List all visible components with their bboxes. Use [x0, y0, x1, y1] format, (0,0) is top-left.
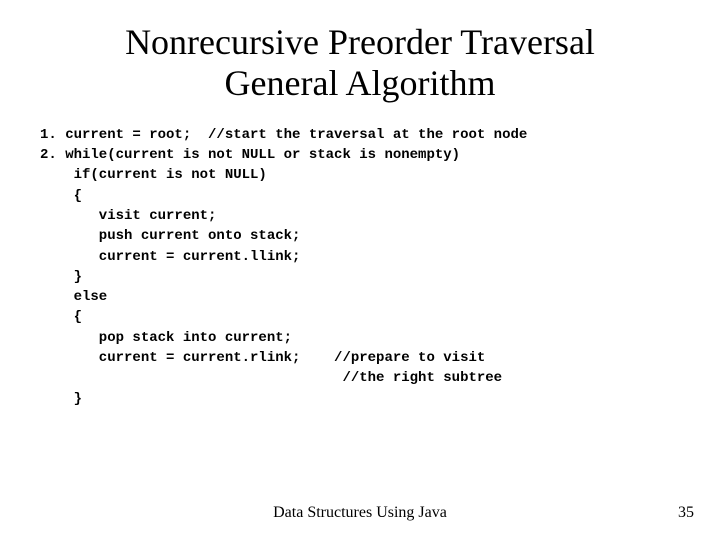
- title-line-2: General Algorithm: [0, 63, 720, 104]
- code-line: pop stack into current;: [40, 330, 292, 346]
- code-line: current = current.rlink; //prepare to vi…: [40, 350, 485, 366]
- code-line: //the right subtree: [40, 370, 502, 386]
- code-line: visit current;: [40, 208, 216, 224]
- algorithm-code: 1. current = root; //start the traversal…: [0, 105, 720, 409]
- footer-center-text: Data Structures Using Java: [0, 504, 720, 522]
- slide-number: 35: [678, 504, 694, 522]
- slide-title: Nonrecursive Preorder Traversal General …: [0, 0, 720, 105]
- code-line: if(current is not NULL): [40, 167, 267, 183]
- slide: Nonrecursive Preorder Traversal General …: [0, 0, 720, 540]
- code-line: push current onto stack;: [40, 228, 300, 244]
- code-line: {: [40, 309, 82, 325]
- code-line: 1. current = root; //start the traversal…: [40, 127, 527, 143]
- code-line: 2. while(current is not NULL or stack is…: [40, 147, 460, 163]
- title-line-1: Nonrecursive Preorder Traversal: [0, 22, 720, 63]
- code-line: {: [40, 188, 82, 204]
- code-line: else: [40, 289, 107, 305]
- code-line: current = current.llink;: [40, 249, 300, 265]
- code-line: }: [40, 269, 82, 285]
- code-line: }: [40, 391, 82, 407]
